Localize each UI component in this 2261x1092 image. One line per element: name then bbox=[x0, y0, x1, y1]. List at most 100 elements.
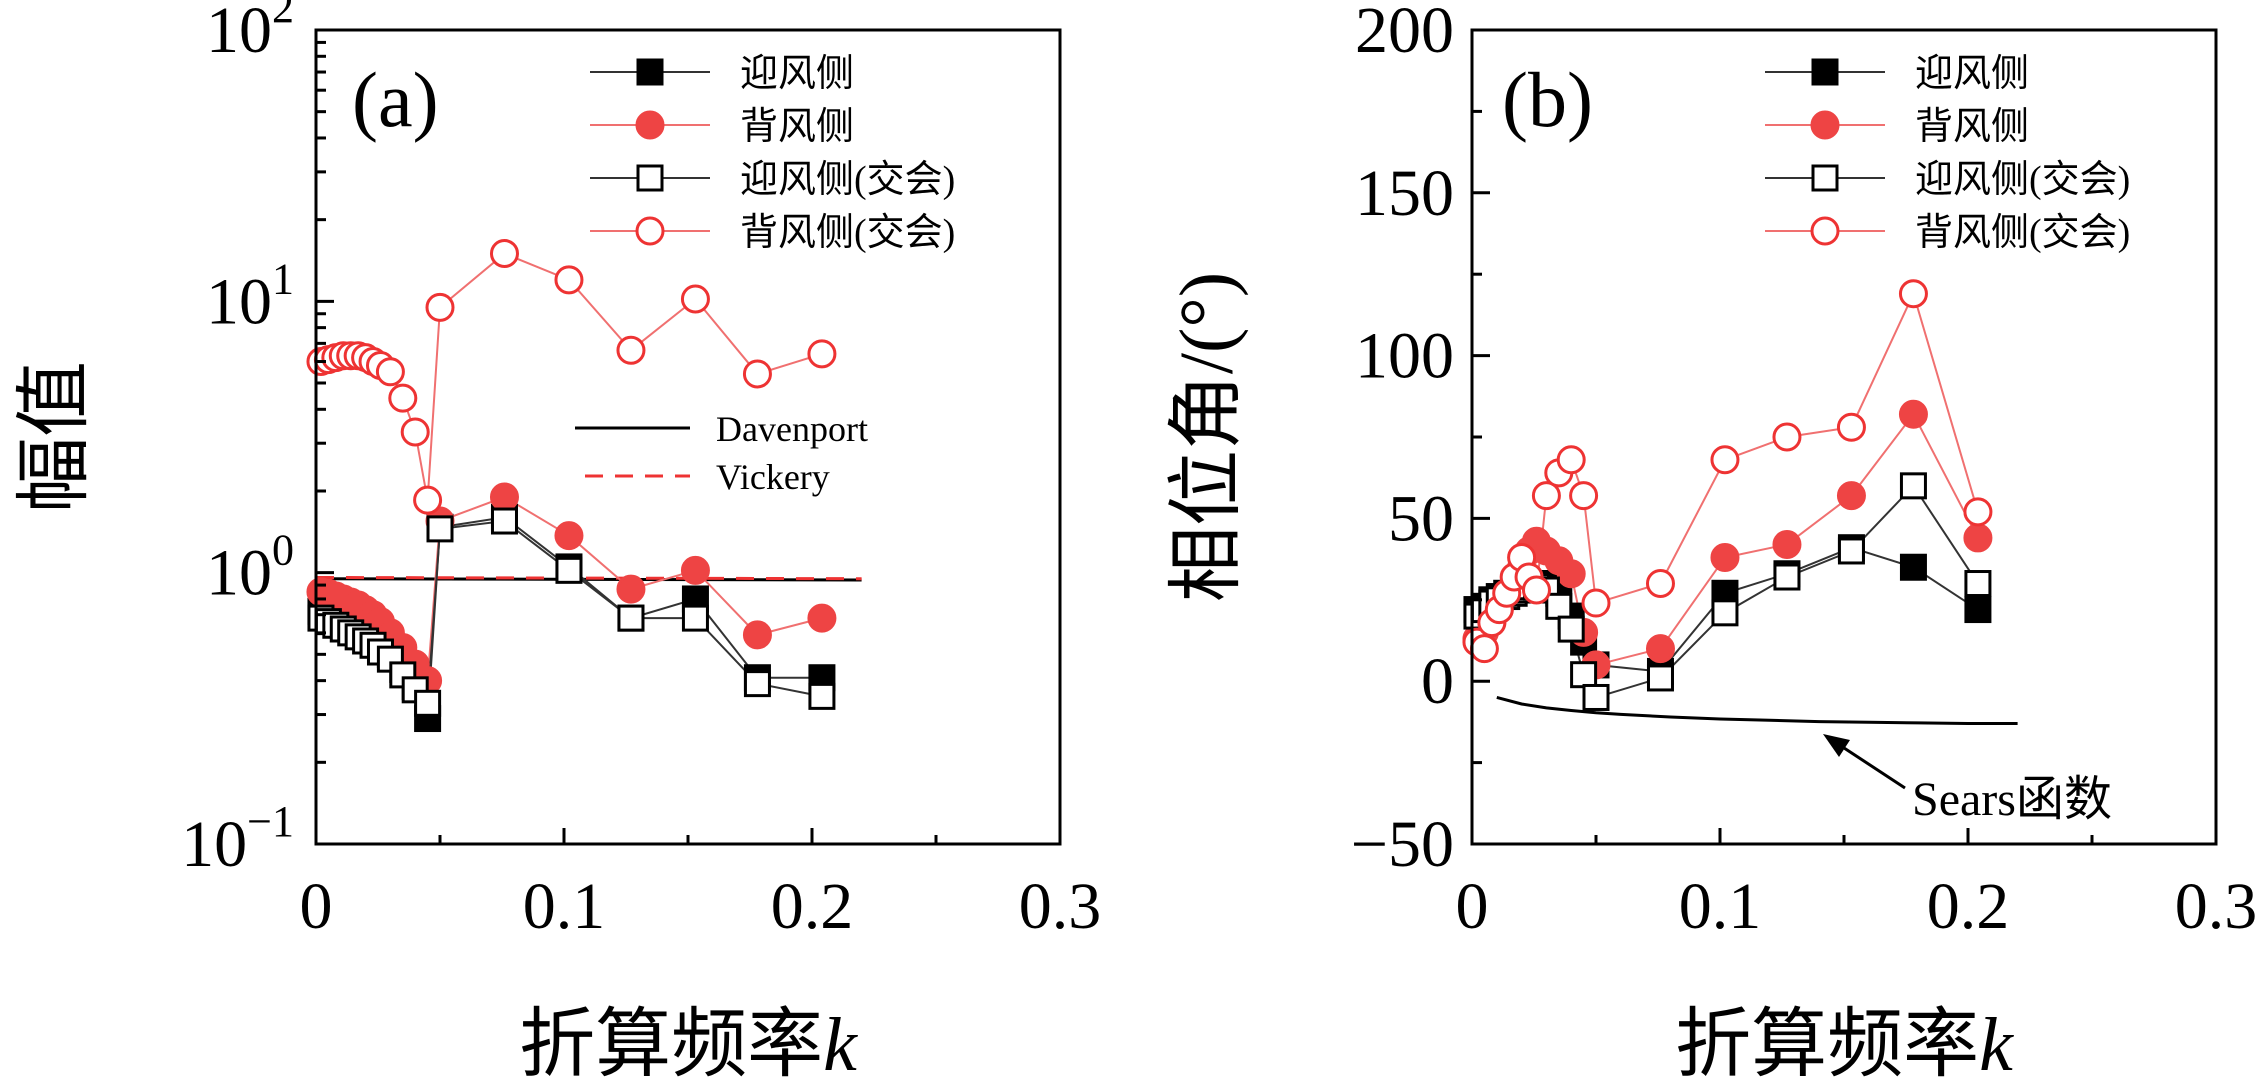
y-tick-base: 10 bbox=[206, 0, 272, 67]
reference-line-sears bbox=[1496, 696, 2018, 726]
data-point bbox=[616, 335, 646, 365]
data-point bbox=[1963, 497, 1993, 527]
data-point bbox=[1899, 553, 1927, 581]
panel-a-marks bbox=[306, 239, 862, 733]
panel-a-ylabel: 幅值 bbox=[13, 361, 97, 513]
y-tick-exponent: −1 bbox=[247, 797, 294, 846]
data-point bbox=[489, 239, 519, 269]
data-point bbox=[1545, 592, 1573, 620]
panel-b-xlabel: 折算频率k bbox=[1675, 999, 2014, 1088]
reference-line-vickery bbox=[315, 575, 862, 581]
legend-label: 背风侧(交会) bbox=[740, 212, 955, 254]
data-point bbox=[1773, 563, 1801, 591]
series-3-points bbox=[1462, 279, 1993, 664]
legend-label: 迎风侧 bbox=[1915, 53, 2029, 95]
data-point bbox=[743, 670, 771, 698]
data-point bbox=[1556, 445, 1586, 475]
legend-marker bbox=[1811, 164, 1839, 192]
data-point bbox=[489, 482, 519, 512]
data-point bbox=[413, 485, 443, 515]
series-2-points bbox=[307, 507, 836, 717]
data-point bbox=[807, 339, 837, 369]
data-point bbox=[742, 359, 772, 389]
legend-marker bbox=[1810, 216, 1840, 246]
y-tick-label: 10−1 bbox=[181, 797, 294, 881]
data-point bbox=[681, 604, 709, 632]
panel-a-xlabel-main: 折算频率 bbox=[519, 999, 823, 1088]
sears-arrow-head bbox=[1823, 734, 1850, 757]
y-tick-label: 0 bbox=[1421, 645, 1454, 718]
data-point bbox=[1557, 615, 1585, 643]
y-tick-exponent: 2 bbox=[272, 0, 294, 32]
data-point bbox=[1569, 481, 1599, 511]
x-tick-label: 0.3 bbox=[2175, 870, 2258, 943]
x-tick-label: 0.2 bbox=[771, 870, 854, 943]
data-point bbox=[1836, 481, 1866, 511]
panel-a-xlabel-var: k bbox=[823, 1003, 858, 1087]
data-point bbox=[388, 383, 418, 413]
data-point bbox=[1772, 422, 1802, 452]
data-point bbox=[1710, 542, 1740, 572]
legend-marker bbox=[636, 58, 664, 86]
data-point bbox=[1898, 399, 1928, 429]
panel-a-label: (a) bbox=[352, 56, 439, 143]
vickery-legend-label: Vickery bbox=[716, 457, 830, 497]
data-point bbox=[680, 555, 710, 585]
data-point bbox=[617, 604, 645, 632]
data-point bbox=[1899, 472, 1927, 500]
data-point bbox=[1898, 279, 1928, 309]
data-point bbox=[555, 556, 583, 584]
panel-b-xlabel-var: k bbox=[1979, 1003, 2014, 1087]
panel-b-xlabel-main: 折算频率 bbox=[1675, 999, 1979, 1088]
x-tick-label: 0 bbox=[300, 870, 333, 943]
legend-marker bbox=[635, 216, 665, 246]
data-point bbox=[554, 521, 584, 551]
data-point bbox=[1531, 481, 1561, 511]
legend-label: 背风侧(交会) bbox=[1915, 212, 2130, 254]
data-point bbox=[1556, 559, 1586, 589]
legend-label: 迎风侧(交会) bbox=[740, 159, 955, 201]
y-tick-base: 10 bbox=[206, 537, 272, 610]
y-tick-label: 50 bbox=[1388, 482, 1454, 555]
x-tick-label: 0.1 bbox=[523, 870, 606, 943]
data-point bbox=[425, 292, 455, 322]
x-tick-label: 0 bbox=[1456, 870, 1489, 943]
data-point bbox=[616, 574, 646, 604]
panel-a-ref-legend: Davenport Vickery bbox=[575, 409, 868, 497]
legend-marker bbox=[1810, 110, 1840, 140]
legend-label: 背风侧 bbox=[1915, 106, 2029, 148]
data-point bbox=[1964, 570, 1992, 598]
data-point bbox=[426, 515, 454, 543]
series-1-points bbox=[1462, 399, 1993, 680]
y-tick-label: 100 bbox=[1355, 320, 1454, 393]
x-tick-label: 0.2 bbox=[1927, 870, 2010, 943]
data-point bbox=[1570, 661, 1598, 689]
series-3-points bbox=[306, 239, 837, 515]
x-tick-label: 0.3 bbox=[1019, 870, 1102, 943]
panel-b-marks bbox=[1462, 279, 2018, 726]
data-point bbox=[808, 682, 836, 710]
sears-arrow-shaft bbox=[1837, 742, 1906, 790]
y-tick-base: 10 bbox=[206, 265, 272, 338]
data-point bbox=[1963, 523, 1993, 553]
data-point bbox=[1645, 569, 1675, 599]
data-point bbox=[1710, 445, 1740, 475]
y-tick-base: 10 bbox=[181, 808, 247, 881]
data-point bbox=[1581, 588, 1611, 618]
panel-b-label: (b) bbox=[1502, 56, 1593, 143]
data-point bbox=[680, 284, 710, 314]
y-tick-label: 102 bbox=[206, 0, 294, 67]
y-tick-label: 100 bbox=[206, 526, 294, 610]
legend-marker bbox=[636, 164, 664, 192]
data-point bbox=[1521, 575, 1551, 605]
data-point bbox=[807, 603, 837, 633]
sears-annotation-label: Sears函数 bbox=[1912, 773, 2112, 826]
y-tick-label: 101 bbox=[206, 254, 294, 338]
y-tick-exponent: 1 bbox=[272, 254, 294, 303]
data-point bbox=[490, 507, 518, 535]
data-point bbox=[414, 689, 442, 717]
